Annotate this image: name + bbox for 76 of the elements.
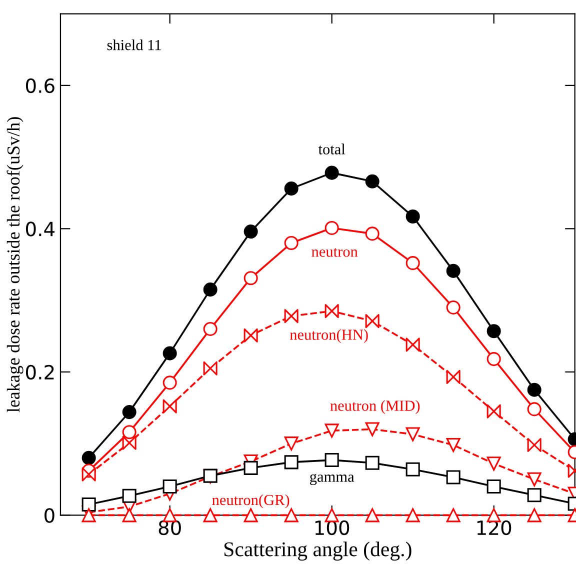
point <box>284 508 298 522</box>
point <box>365 508 380 522</box>
y-tick-label: 0 <box>44 508 54 523</box>
point <box>446 300 460 314</box>
point <box>527 508 542 522</box>
point <box>244 224 258 239</box>
point <box>486 480 501 494</box>
x-tick-label: 100 <box>315 520 350 536</box>
point <box>162 399 177 414</box>
point <box>446 438 460 452</box>
point <box>122 436 136 450</box>
point <box>406 508 420 522</box>
point <box>446 370 460 384</box>
point <box>324 304 339 318</box>
point <box>527 402 542 416</box>
x-axis-title: Scattering angle (deg.) <box>224 542 412 561</box>
point <box>527 472 542 486</box>
point <box>122 488 136 503</box>
point <box>486 456 501 471</box>
point <box>406 338 420 352</box>
series-label: neutron (MID) <box>330 400 420 414</box>
point <box>203 322 218 336</box>
y-tick-label: 0.4 <box>26 222 55 236</box>
point <box>162 480 177 494</box>
point <box>324 424 339 438</box>
point <box>162 376 177 390</box>
point <box>244 271 258 286</box>
point <box>365 422 380 436</box>
point <box>324 453 339 468</box>
y-tick-label: 0.2 <box>26 364 54 380</box>
point <box>82 508 96 522</box>
point <box>284 236 298 250</box>
point <box>203 361 218 376</box>
point <box>122 508 136 522</box>
point <box>527 488 542 502</box>
point <box>527 438 542 452</box>
point <box>82 467 96 482</box>
point <box>324 166 339 180</box>
point <box>365 314 380 328</box>
series-label: neutron(HN) <box>290 329 368 343</box>
series-label: gamma <box>310 474 354 486</box>
point <box>203 508 218 522</box>
point <box>406 256 420 270</box>
point <box>284 309 298 324</box>
point <box>162 346 177 360</box>
point <box>486 352 501 366</box>
point <box>406 209 420 224</box>
point <box>82 450 96 465</box>
point <box>244 460 258 475</box>
series-label: neutron(GR) <box>212 494 290 508</box>
point <box>406 427 420 442</box>
point <box>324 220 339 235</box>
point <box>446 470 460 484</box>
y-axis-title: leakage dose rate outside the roof(uSv/h) <box>6 117 24 412</box>
point <box>203 282 218 297</box>
point <box>446 508 460 522</box>
annotation: shield 11 <box>107 39 161 50</box>
y-tick-label: 0.6 <box>26 78 54 94</box>
point <box>122 425 136 440</box>
point <box>284 455 298 470</box>
point <box>406 462 420 476</box>
point <box>244 508 258 522</box>
series-label: total <box>318 144 346 154</box>
point <box>284 182 298 196</box>
point <box>244 328 258 342</box>
point <box>365 174 380 188</box>
point <box>122 405 136 420</box>
point <box>284 436 298 451</box>
point <box>486 404 501 418</box>
point <box>365 226 380 241</box>
series-label: neutron <box>312 248 358 257</box>
point <box>365 456 380 470</box>
point <box>446 264 460 278</box>
point <box>82 497 96 512</box>
point <box>527 382 542 397</box>
point <box>486 324 501 338</box>
